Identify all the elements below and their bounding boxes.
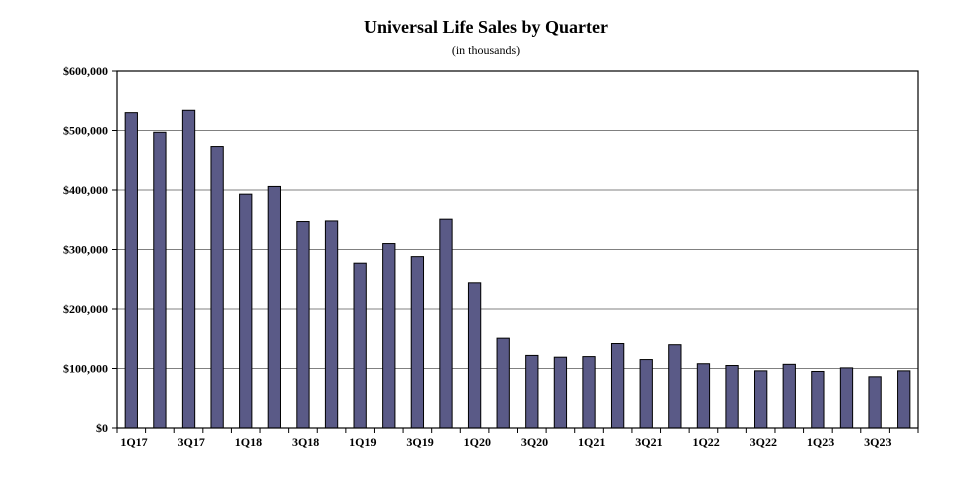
bar-1Q23	[811, 370, 825, 429]
bar-2Q21	[610, 343, 625, 429]
x-tick-label: 1Q17	[120, 435, 147, 449]
bar-3Q18	[296, 221, 310, 429]
y-tick-label: $100,000	[63, 362, 108, 376]
y-tick-label: $200,000	[63, 302, 108, 316]
y-tick-label: $400,000	[63, 183, 108, 197]
bar-3Q21	[639, 359, 653, 429]
gridlines	[117, 130, 918, 369]
bar-4Q19	[439, 218, 453, 429]
x-tick-label: 3Q17	[178, 435, 205, 449]
x-tick-label: 1Q20	[464, 435, 491, 449]
bar-3Q17	[181, 109, 196, 429]
bars	[124, 109, 911, 429]
x-tick-label: 3Q19	[406, 435, 433, 449]
x-tick-label: 1Q22	[692, 435, 719, 449]
bar-4Q21	[668, 344, 682, 429]
y-axis-ticks: $0 $100,000 $200,000 $300,000 $400,000 $500,0…	[63, 64, 117, 435]
bar-3Q22	[754, 370, 768, 429]
bar-2Q18	[267, 185, 281, 429]
bar-4Q17	[210, 146, 224, 429]
bar-1Q19	[353, 262, 367, 429]
x-tick-label: 1Q18	[235, 435, 262, 449]
y-tick-label: $0	[96, 421, 108, 435]
plot-frame	[116, 70, 919, 429]
bar-4Q22	[782, 363, 796, 429]
bar-1Q21	[582, 356, 596, 429]
x-tick-label: 1Q19	[349, 435, 376, 449]
x-tick-label: 3Q20	[521, 435, 548, 449]
x-tick-label: 3Q18	[292, 435, 319, 449]
bar-2Q23	[839, 367, 854, 429]
x-tick-label: 3Q23	[864, 435, 891, 449]
chart-subtitle: (in thousands)	[452, 43, 520, 57]
x-axis-ticks: 1Q17 3Q17 1Q18 3Q18 1Q19 3Q19 1Q20 3Q20 1Q21 3Q21…	[116, 428, 919, 449]
bar-4Q20	[553, 356, 568, 429]
x-tick-label: 3Q22	[750, 435, 777, 449]
x-tick-label: 3Q21	[635, 435, 662, 449]
bar-1Q20	[467, 282, 482, 429]
x-tick-label: 1Q23	[807, 435, 834, 449]
bar-3Q19	[410, 256, 425, 429]
bar-3Q20	[525, 354, 539, 429]
bar-1Q17	[124, 112, 138, 429]
bar-1Q18	[239, 193, 253, 429]
bar-2Q17	[153, 131, 167, 429]
bar-1Q22	[696, 363, 711, 429]
y-tick-label: $600,000	[63, 64, 108, 78]
y-tick-label: $500,000	[63, 124, 108, 138]
bar-3Q23	[868, 376, 882, 429]
bar-4Q23	[897, 370, 911, 429]
bar-2Q19	[382, 243, 396, 429]
y-tick-label: $300,000	[63, 243, 108, 257]
bar-4Q18	[324, 220, 339, 429]
chart-title: Universal Life Sales by Quarter	[364, 17, 608, 37]
bar-2Q22	[725, 365, 739, 429]
bar-2Q20	[496, 337, 510, 429]
x-tick-label: 1Q21	[578, 435, 605, 449]
